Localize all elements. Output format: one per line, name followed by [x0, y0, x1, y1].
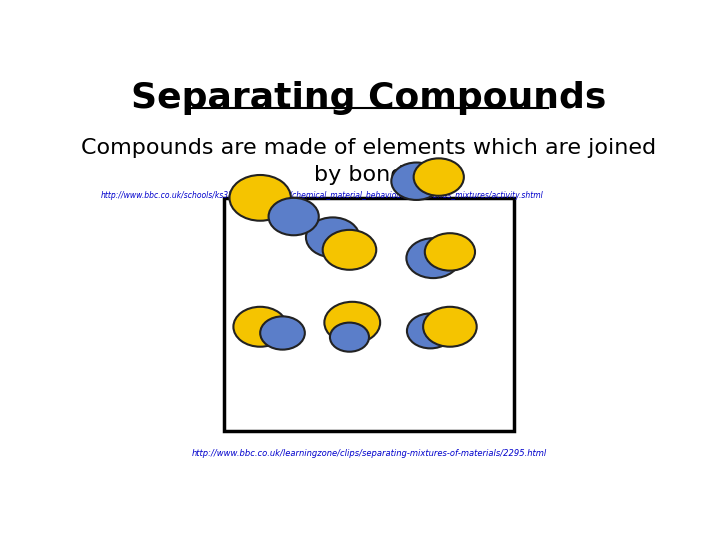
Text: http://www.bbc.co.uk/learningzone/clips/separating-mixtures-of-materials/2295.ht: http://www.bbc.co.uk/learningzone/clips/… [192, 449, 546, 458]
Circle shape [260, 316, 305, 349]
Circle shape [233, 307, 287, 347]
Circle shape [230, 175, 291, 221]
Circle shape [323, 230, 377, 270]
Circle shape [425, 233, 475, 271]
Text: Separating Compounds: Separating Compounds [131, 81, 607, 115]
Circle shape [423, 307, 477, 347]
Text: Compounds are made of elements which are joined: Compounds are made of elements which are… [81, 138, 657, 158]
Circle shape [306, 218, 359, 258]
Text: by bonds.: by bonds. [315, 165, 423, 185]
Text: http://www.bbc.co.uk/schools/ks3bitesize/science/chemical_material_behaviour/com: http://www.bbc.co.uk/schools/ks3bitesize… [101, 191, 544, 200]
Circle shape [269, 198, 319, 235]
Circle shape [413, 158, 464, 196]
Circle shape [330, 322, 369, 352]
Circle shape [324, 302, 380, 343]
Bar [224, 198, 514, 431]
Circle shape [392, 163, 441, 200]
Circle shape [407, 313, 454, 348]
Circle shape [406, 238, 460, 278]
